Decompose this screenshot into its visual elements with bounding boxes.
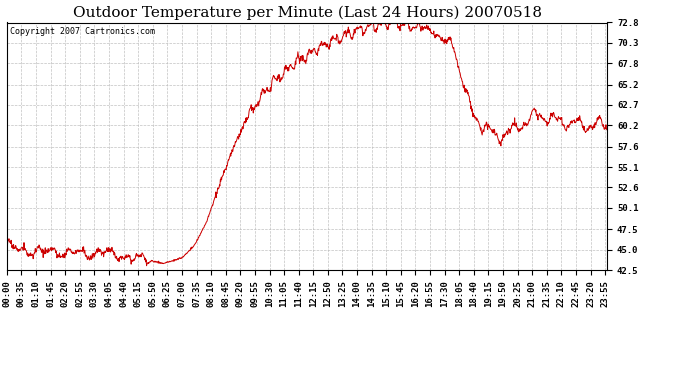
Title: Outdoor Temperature per Minute (Last 24 Hours) 20070518: Outdoor Temperature per Minute (Last 24 … <box>72 6 542 20</box>
Text: Copyright 2007 Cartronics.com: Copyright 2007 Cartronics.com <box>10 27 155 36</box>
